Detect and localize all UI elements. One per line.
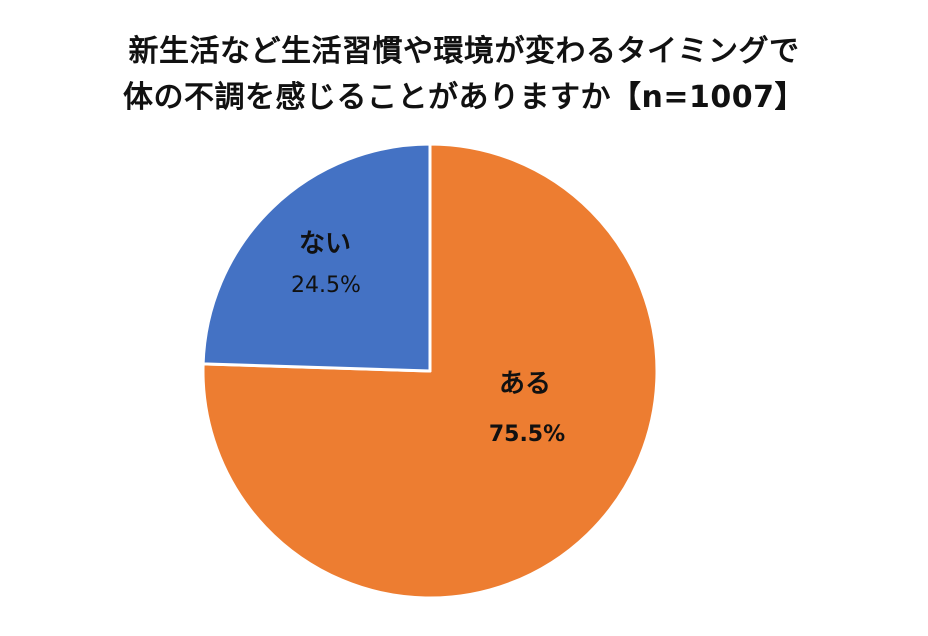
slice-nai [201, 142, 432, 373]
slice-value-nai: 24.5% [291, 273, 361, 298]
chart-title-line-1: 新生活など生活習慣や環境が変わるタイミングで [128, 34, 800, 69]
pie-labels: ある 75.5% ない 24.5% [291, 229, 565, 447]
slice-label-nai: ない [299, 229, 351, 259]
slice-label-ari: ある [499, 369, 551, 399]
slice-ari [201, 142, 659, 600]
chart-title-line-2: 体の不調を感じることがありますか【n=1007】 [123, 80, 805, 115]
pie-slices [201, 142, 659, 600]
slice-value-ari: 75.5% [489, 422, 565, 447]
